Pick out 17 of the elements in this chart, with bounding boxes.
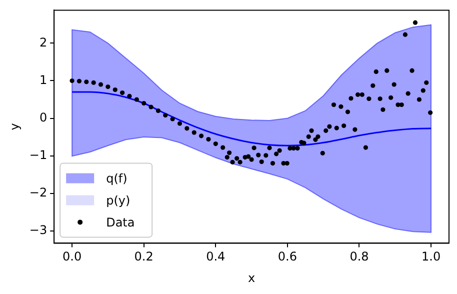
legend-label: q(f) [106,171,128,186]
y-axis-title: y [7,123,22,130]
y-tick-label: 1 [39,72,48,87]
x-tick-label: 0.4 [206,250,226,264]
y-tick-label: −2 [29,185,48,200]
x-tick-label: 0.8 [350,250,369,264]
y-tick-label: −3 [29,222,48,237]
x-tick-label: 0.0 [62,250,82,264]
x-tick-label: 0.6 [278,250,297,264]
legend-label: p(y) [106,193,130,208]
y-tick-label: −1 [29,148,48,162]
x-tick-label: 0.2 [134,250,154,264]
legend-label: Data [106,215,135,230]
y-tick-label: 0 [39,110,48,124]
x-axis-title: x [248,270,256,285]
x-tick-label: 1.0 [422,250,441,264]
y-tick-label: 2 [39,35,48,50]
